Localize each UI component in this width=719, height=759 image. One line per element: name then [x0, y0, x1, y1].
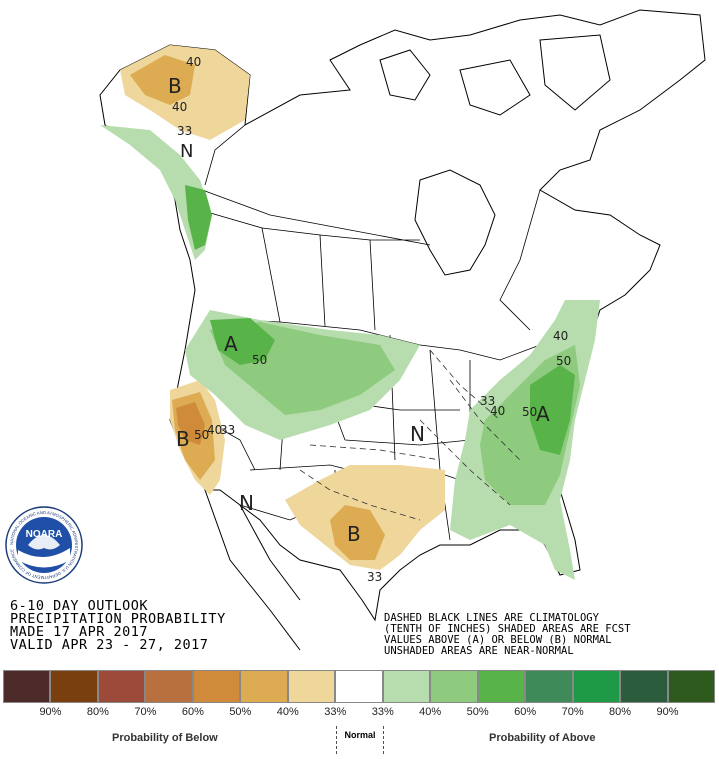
pnw-coast-above [100, 125, 212, 260]
legend-normal-label: Normal [344, 730, 376, 740]
east-above-60 [530, 365, 575, 455]
tx-b-label: B [347, 522, 361, 546]
alaska-40a-label: 40 [186, 55, 201, 69]
legend-swatch [287, 670, 336, 703]
note-line-1: DASHED BLACK LINES ARE CLIMATOLOGY [384, 612, 599, 624]
legend-swatch [430, 670, 478, 703]
legend-percent: 40% [419, 706, 442, 718]
ca-b-label: B [176, 427, 190, 451]
tx-33-label: 33 [367, 570, 382, 584]
tx-below-40 [330, 505, 385, 560]
noaa-logo: NOARA NATIONAL OCEANIC AND ATMOSPHERIC A… [5, 506, 83, 584]
legend-percent: 60% [514, 706, 537, 718]
pnw-coast-above-60 [185, 185, 212, 250]
outlook-map: B 40 40 33 N A 50 B 50 40 33 N N B 33 40… [5, 9, 706, 651]
province-lines [174, 179, 541, 331]
legend-normal-box: Normal [336, 726, 384, 754]
legend-swatch [50, 670, 98, 703]
us-canada-border [204, 317, 561, 361]
legend-swatch [192, 670, 241, 703]
title-line-1: 6-10 DAY OUTLOOK [10, 598, 149, 614]
outlook-title-block: 6-10 DAY OUTLOOK PRECIPITATION PROBABILI… [10, 598, 226, 653]
alaska-n-label: N [180, 141, 193, 162]
legend-swatch [667, 670, 716, 703]
legend-percent: 50% [466, 706, 489, 718]
central-n-label: N [410, 422, 425, 446]
east-50b-label: 50 [522, 405, 537, 419]
legend-percent: 33% [324, 706, 347, 718]
legend-percent: 40% [276, 706, 299, 718]
nw-50-label: 50 [252, 353, 267, 367]
legend-percent: 90% [656, 706, 679, 718]
note-line-2: (TENTH OF INCHES) SHADED AREAS ARE FCST [384, 623, 631, 635]
legend-percent: 90% [39, 706, 62, 718]
legend-above-label: Probability of Above [489, 732, 596, 744]
legend-percent: 50% [229, 706, 252, 718]
nw-a-label: A [224, 332, 238, 356]
ca-50-label: 50 [194, 428, 209, 442]
legend-swatch [240, 670, 288, 703]
legend-color-bar [3, 670, 716, 703]
legend-swatch [145, 670, 193, 703]
legend-percent: 70% [134, 706, 157, 718]
title-made: MADE 17 APR 2017 [10, 624, 149, 640]
legend-percent: 70% [561, 706, 584, 718]
title-line-2: PRECIPITATION PROBABILITY [10, 611, 226, 627]
east-33-label: 33 [480, 394, 495, 408]
legend-swatch [477, 670, 526, 703]
map-notes: DASHED BLACK LINES ARE CLIMATOLOGY (TENT… [384, 613, 631, 657]
north-tier-above-60 [210, 318, 275, 365]
ca-40-label: 40 [207, 423, 222, 437]
arctic-islands [379, 34, 611, 116]
legend-percent: 60% [181, 706, 204, 718]
legend-swatch [620, 670, 668, 703]
legend-below-label: Probability of Below [112, 732, 218, 744]
note-line-4: UNSHADED AREAS ARE NEAR-NORMAL [384, 645, 574, 657]
east-a-label: A [536, 402, 550, 426]
alaska-b-label: B [168, 74, 182, 98]
title-valid: VALID APR 23 - 27, 2017 [10, 637, 209, 653]
noaa-logo-text: NOARA [26, 529, 63, 540]
alaska-below-40 [130, 55, 195, 105]
legend-swatch [97, 670, 146, 703]
alaska-33-label: 33 [177, 124, 192, 138]
legend-swatch [3, 670, 51, 703]
climatology-lines [299, 349, 521, 521]
hudson-bay [414, 169, 496, 276]
legend-swatch [382, 670, 431, 703]
legend-percent: 33% [371, 706, 394, 718]
legend-percent: 80% [86, 706, 109, 718]
east-50a-label: 50 [556, 354, 571, 368]
ca-below-50 [176, 402, 205, 445]
note-line-3: VALUES ABOVE (A) OR BELOW (B) NORMAL [384, 634, 612, 646]
ca-33-label: 33 [220, 423, 235, 437]
legend-swatch [572, 670, 621, 703]
legend-percent: 80% [609, 706, 632, 718]
mexico-coast [204, 489, 301, 651]
alaska-40b-label: 40 [172, 100, 187, 114]
legend-swatch [525, 670, 573, 703]
legend-swatch [335, 670, 383, 703]
legend-percent-labels: 90% 80% 70% 60% 50% 40% 33% 33% 40% 50% 60% 70% 80% 9… [3, 706, 715, 720]
east-40a-label: 40 [553, 329, 568, 343]
east-40b-label: 40 [490, 404, 505, 418]
sw-n-label: N [239, 491, 254, 515]
alaska-border [204, 124, 246, 186]
